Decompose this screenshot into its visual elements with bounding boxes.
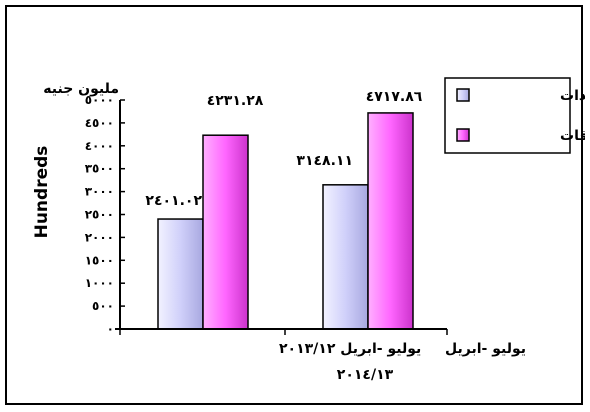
y-tick-label: ٤٥٠٠ [85, 116, 114, 130]
y-tick-label: ٢٥٠٠ [85, 208, 114, 222]
y-tick-label: ١٠٠٠ [85, 276, 114, 290]
legend-swatch-expenses [456, 128, 470, 142]
y-tick-label: ١٥٠٠ [85, 253, 114, 267]
data-label: ٣١٤٨.١١ [296, 153, 353, 169]
y-tick-label: ٤٠٠٠ [85, 139, 114, 153]
y-axis-label: Hundreds [32, 146, 52, 239]
y-tick-label: ٢٠٠٠ [85, 230, 114, 244]
y-tick-label: ٣٠٠٠ [85, 185, 114, 199]
data-label: ٤٧١٧.٨٦ [366, 89, 423, 105]
data-label: ٤٢٣١.٢٨ [207, 93, 264, 109]
bar-chart: Hundreds مليون جنيه ٥٠٠٠٤٥٠٠٤٠٠٠٣٥٠٠٣٠٠٠… [32, 77, 585, 383]
legend-label-expenses: المصروفات [560, 128, 585, 144]
bar-series-0-cat-1 [322, 184, 369, 330]
bar-series-0-cat-0 [157, 218, 204, 330]
y-tick-label: ٣٥٠٠ [85, 162, 114, 176]
data-label: ٢٤٠١.٠٢ [145, 193, 202, 209]
bar-series-1-cat-1 [367, 112, 414, 330]
legend-label-revenue: الايــرادات [560, 88, 585, 104]
category-label-line2: ٢٠١٤/١٣ [337, 367, 394, 383]
y-tick-label: ٥٠٠٠ [85, 93, 114, 107]
chart-frame: Hundreds مليون جنيه ٥٠٠٠ ٤٥٠٠ ٤٠٠٠ ٣٥٠٠ ٣٠٠٠… [5, 5, 585, 405]
legend-swatch-revenue [456, 88, 470, 102]
category-label: يوليو -ابريل [445, 341, 526, 357]
unit-label: مليون جنيه [43, 81, 119, 97]
category-label: يوليو -ابريل ٢٠١٣/١٢ [279, 341, 421, 357]
bar-series-1-cat-0 [202, 134, 249, 330]
legend: الايــرادات المصروفات [444, 77, 585, 154]
y-tick-label: ٠ [107, 322, 114, 336]
y-tick-label: ٥٠٠ [92, 299, 114, 313]
